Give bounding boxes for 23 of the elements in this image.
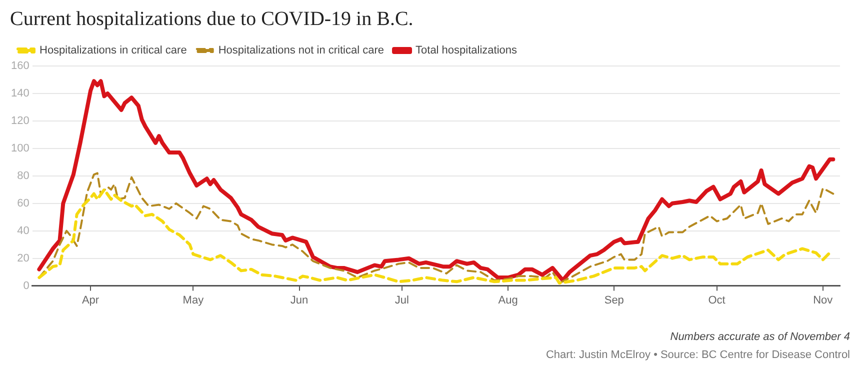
y-tick-label: 0 [23, 280, 30, 292]
y-tick-label: 140 [10, 88, 30, 100]
legend-label: Total hospitalizations [416, 44, 518, 57]
y-tick-label: 100 [10, 142, 30, 154]
chart-title: Current hospitalizations due to COVID-19 in B.C. [10, 8, 414, 31]
text: Numbers accurate as of November 4 [669, 330, 850, 345]
y-tick-label: 120 [10, 114, 30, 127]
text: Chart: Justin McElroy • Source: BC Centre for Disease Control [544, 348, 850, 363]
x-tick-label: Jul [394, 294, 409, 306]
x-tick-label: Apr [82, 294, 100, 306]
y-tick-label: 20 [17, 252, 30, 264]
x-tick-label: Jun [290, 294, 308, 306]
legend-label: Hospitalizations in critical care [40, 44, 187, 57]
legend-label: Hospitalizations not in critical care [218, 44, 384, 57]
y-tick-label: 60 [17, 197, 30, 210]
x-tick-label: Oct [708, 294, 726, 306]
x-tick-label: May [182, 294, 204, 306]
x-tick-label: Sep [604, 294, 624, 306]
y-tick-label: 160 [10, 60, 30, 72]
y-tick-label: 80 [17, 170, 30, 182]
y-tick-label: 40 [17, 224, 30, 237]
x-tick-label: Nov [813, 294, 834, 306]
x-tick-label: Aug [498, 294, 518, 306]
